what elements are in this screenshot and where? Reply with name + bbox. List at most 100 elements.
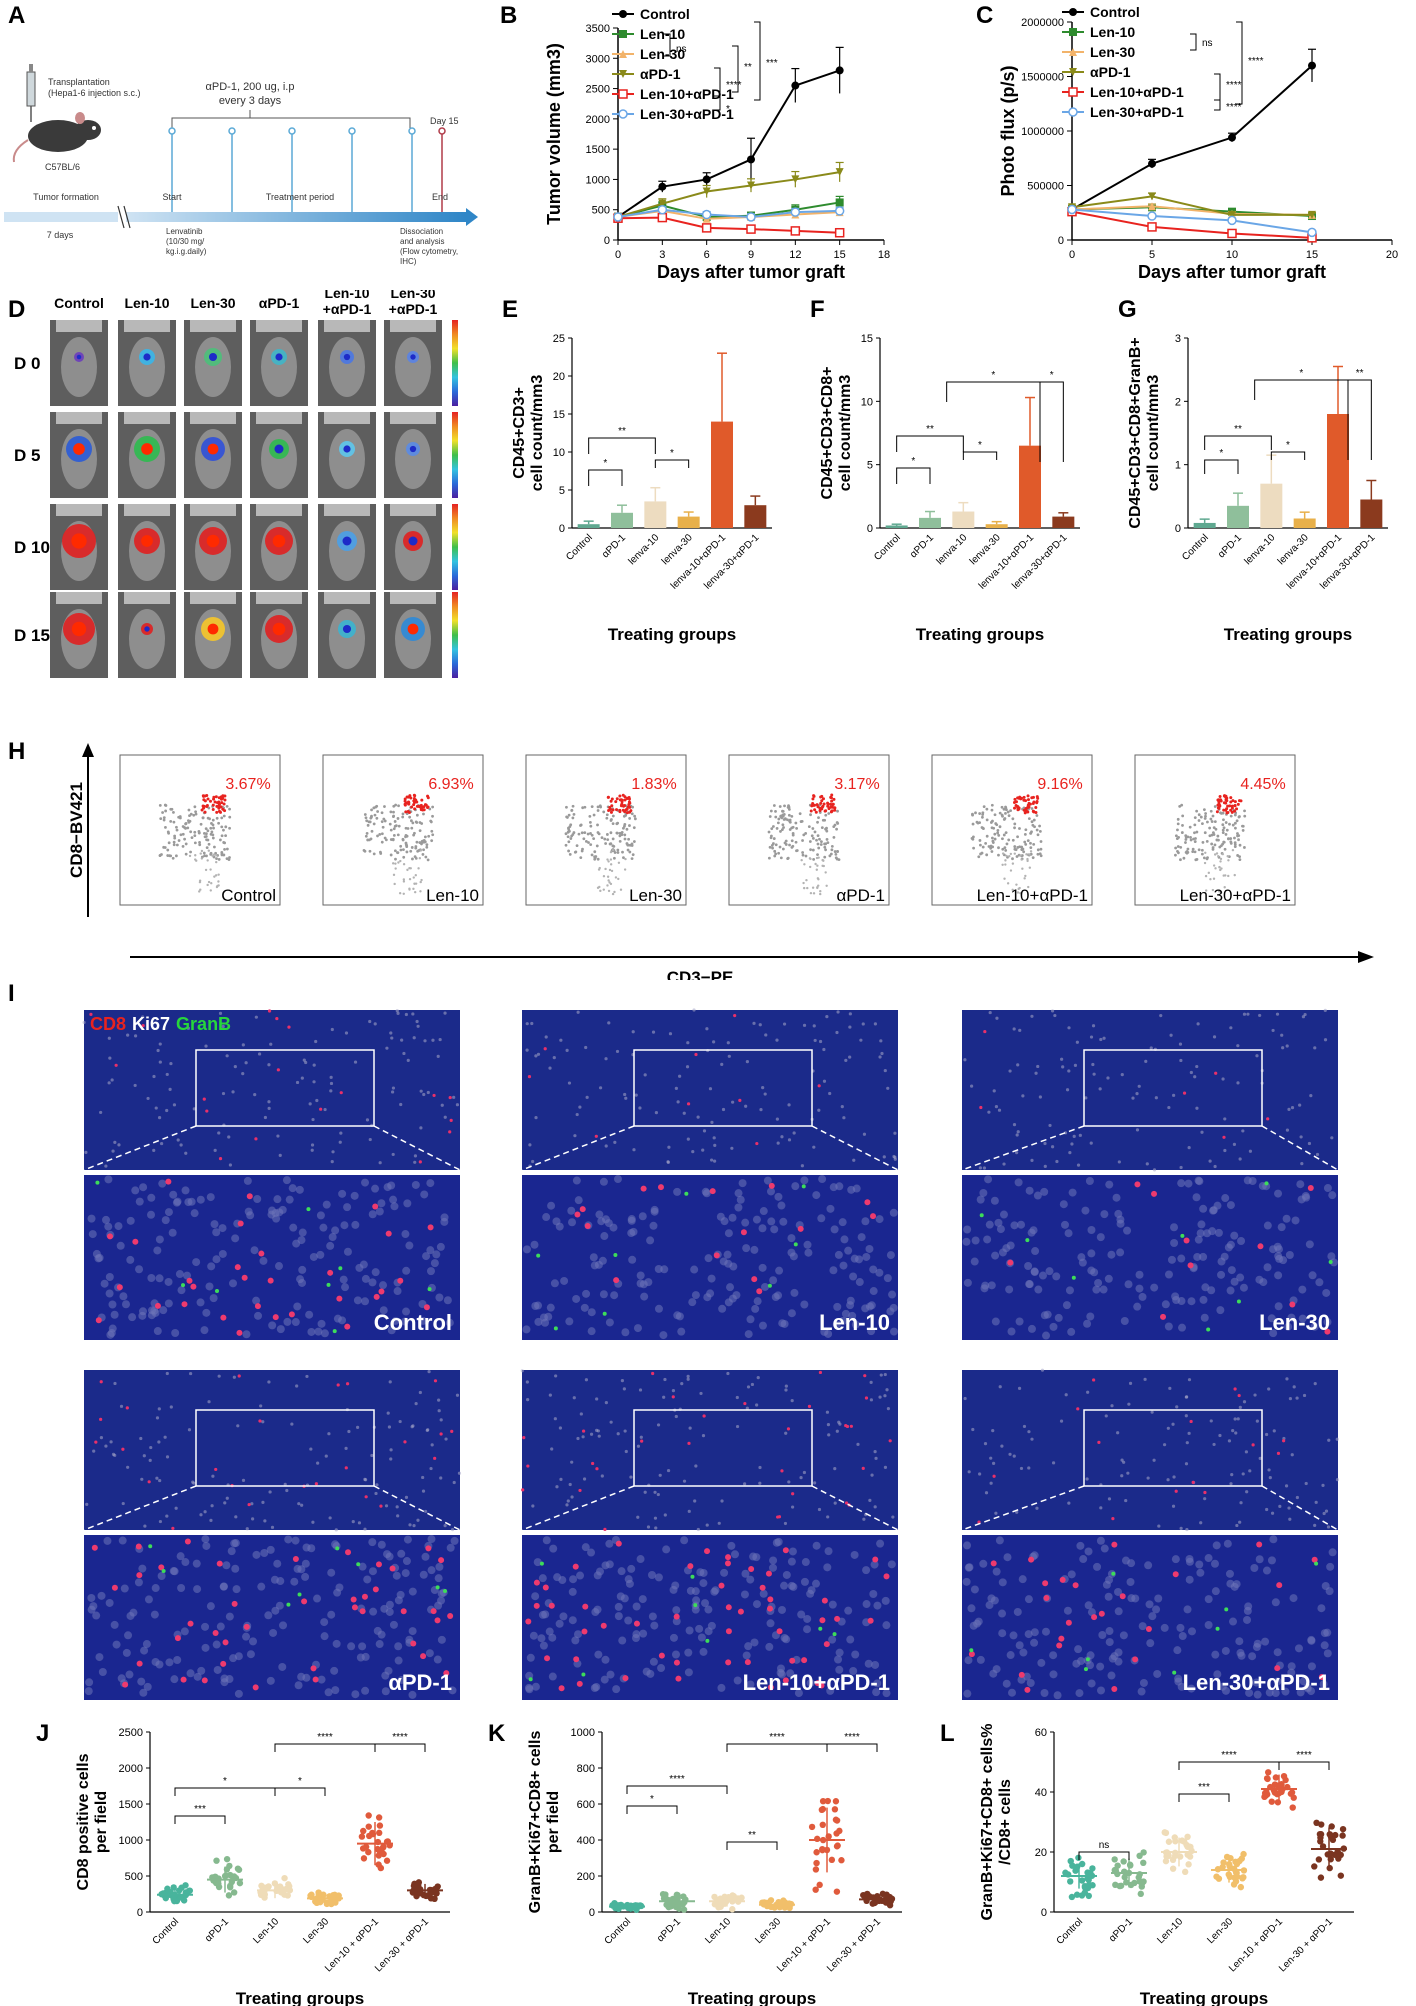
- if-nucleus: [631, 1634, 640, 1643]
- flow-event: [365, 819, 369, 823]
- if-nucleus: [1137, 1084, 1141, 1088]
- if-nucleus: [168, 1087, 172, 1091]
- if-nucleus: [883, 1068, 887, 1073]
- sig-label: ****: [669, 1774, 685, 1785]
- if-cd8-cell: [132, 1238, 139, 1245]
- if-nucleus: [298, 1278, 307, 1287]
- y-tick-label: 2000000: [1021, 17, 1064, 29]
- if-nucleus: [1092, 1072, 1096, 1076]
- if-nucleus: [1128, 1381, 1133, 1385]
- if-nucleus: [1119, 1631, 1128, 1640]
- if-nucleus: [276, 1325, 285, 1334]
- if-nucleus: [1086, 1651, 1095, 1660]
- if-nucleus: [874, 1456, 878, 1460]
- if-cd8-cell: [738, 1098, 742, 1102]
- if-nucleus: [1329, 1258, 1338, 1267]
- flow-event: [783, 804, 786, 808]
- flow-event: [194, 854, 197, 857]
- if-nucleus: [266, 1676, 275, 1685]
- flow-event: [416, 849, 420, 853]
- flow-gate-percentage: 9.16%: [1037, 776, 1082, 793]
- if-nucleus: [994, 1105, 999, 1109]
- panel-letter-k: K: [488, 1720, 506, 1747]
- y-tick-label: 20: [1035, 1847, 1047, 1859]
- if-nucleus: [334, 1528, 338, 1532]
- data-point: [265, 1883, 272, 1890]
- data-point: [1307, 227, 1317, 238]
- bar: [1193, 522, 1216, 528]
- flow-event: [412, 876, 415, 879]
- if-nucleus: [126, 1465, 130, 1469]
- if-cd8-cell: [403, 1440, 407, 1444]
- if-nucleus: [450, 1536, 459, 1545]
- bar: [1293, 518, 1316, 528]
- if-nucleus: [658, 1473, 662, 1477]
- nose-cone-shape: [190, 320, 236, 332]
- data-point: [669, 1901, 676, 1908]
- if-nucleus: [1217, 1257, 1226, 1266]
- if-nucleus: [1307, 1141, 1312, 1146]
- flow-gated-event: [220, 801, 224, 805]
- if-nucleus: [687, 1509, 691, 1513]
- x-tick-label: Len-30: [301, 1916, 331, 1946]
- if-nucleus: [1006, 1241, 1015, 1250]
- flow-event: [622, 856, 625, 860]
- flow-plot-frame: [525, 754, 687, 906]
- if-nucleus: [1120, 1458, 1124, 1462]
- sig-bracket: [1204, 459, 1239, 474]
- y-axis-label-line2: cell count/mm3: [837, 375, 854, 492]
- flow-event: [419, 890, 422, 893]
- flow-event: [402, 848, 405, 852]
- if-zoom-box: [1083, 1409, 1263, 1487]
- if-nucleus: [621, 1328, 630, 1337]
- if-nucleus: [311, 1520, 315, 1524]
- if-nucleus: [302, 1058, 306, 1062]
- if-nucleus: [371, 1184, 380, 1193]
- if-nucleus: [869, 1380, 873, 1384]
- series-line: [617, 216, 840, 234]
- if-nucleus: [121, 1501, 125, 1506]
- if-nucleus: [840, 1105, 844, 1109]
- flow-event: [209, 868, 212, 871]
- if-nucleus: [1243, 1615, 1252, 1624]
- if-nucleus: [684, 1668, 693, 1677]
- nose-cone-shape: [56, 412, 102, 424]
- flow-event: [1208, 826, 1212, 830]
- flow-event: [981, 811, 985, 815]
- if-cd8-cell: [861, 1466, 865, 1470]
- flow-event: [582, 837, 586, 841]
- legend-marker: [619, 70, 627, 78]
- if-nucleus: [599, 1290, 608, 1299]
- if-cd8-cell: [121, 1447, 125, 1451]
- if-nucleus: [395, 1009, 399, 1013]
- flow-event: [565, 805, 568, 809]
- if-nucleus: [213, 1148, 217, 1152]
- flow-event: [568, 825, 572, 829]
- if-nucleus: [719, 1257, 728, 1266]
- if-nucleus: [444, 1437, 448, 1441]
- flow-event: [990, 808, 994, 812]
- flow-gated-event: [1016, 796, 1020, 800]
- if-nucleus: [1209, 1206, 1218, 1215]
- if-nucleus: [1124, 1280, 1133, 1289]
- x-tick-label: αPD-1: [655, 1916, 683, 1944]
- if-nucleus: [699, 1579, 708, 1588]
- flow-event: [422, 848, 425, 852]
- flow-event: [362, 848, 366, 852]
- flow-gated-event: [216, 801, 220, 805]
- if-group-label: αPD-1: [388, 1670, 452, 1695]
- if-nucleus: [848, 1025, 852, 1029]
- flow-gated-event: [610, 804, 614, 808]
- if-nucleus: [828, 1091, 832, 1096]
- flow-event: [179, 833, 183, 837]
- if-nucleus: [777, 1605, 786, 1614]
- if-nucleus: [157, 1572, 166, 1581]
- data-point: [1120, 1858, 1127, 1865]
- flow-event: [1028, 866, 1032, 869]
- if-nucleus: [1204, 1621, 1213, 1630]
- if-granb-cell: [1224, 1607, 1229, 1612]
- if-nucleus: [1285, 1128, 1290, 1132]
- if-cd8-cell: [350, 1596, 357, 1603]
